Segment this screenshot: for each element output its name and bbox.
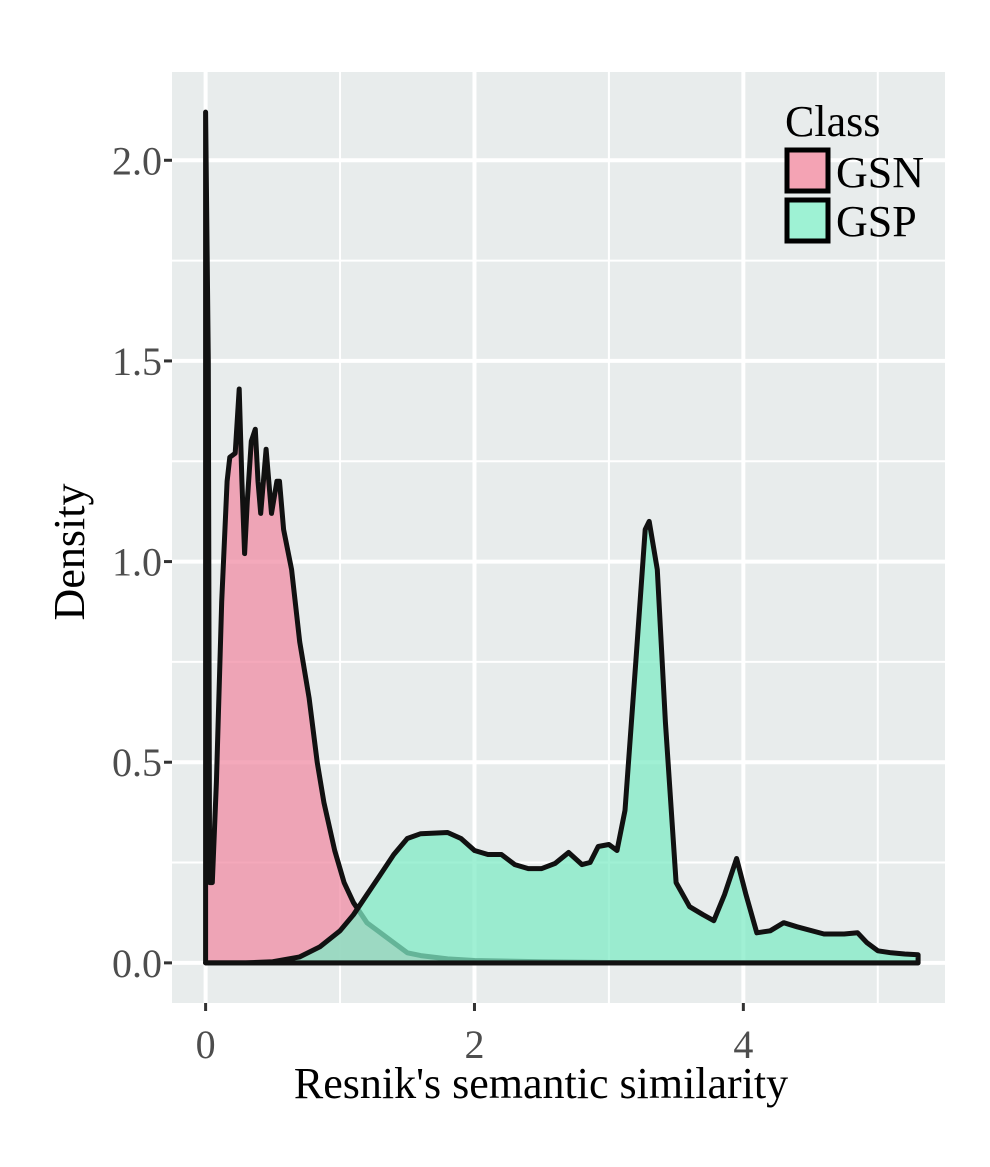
y-tick-label: 1.5: [112, 339, 162, 384]
axes: 0.0 0.5 1.0 1.5 2.0 0 2 4: [112, 138, 753, 1067]
legend-key-gsp: [784, 197, 831, 244]
x-tick-label: 4: [733, 1022, 753, 1067]
legend-title: Class: [785, 97, 880, 146]
y-axis-title: Density: [45, 484, 94, 621]
y-tick-label: 0.5: [112, 740, 162, 785]
density-area-gsp: [203, 518, 921, 966]
y-tick-label: 0.0: [112, 941, 162, 986]
legend-label-gsp: GSP: [836, 197, 917, 246]
y-tick-label: 1.0: [112, 540, 162, 585]
x-axis-title: Resnik's semantic similarity: [294, 1059, 788, 1108]
y-tick-label: 2.0: [112, 138, 162, 183]
density-areas: [203, 109, 921, 966]
legend-label-gsn: GSN: [836, 148, 924, 197]
x-tick-label: 2: [464, 1022, 484, 1067]
x-tick-label: 0: [196, 1022, 216, 1067]
legend: Class GSN GSP: [784, 97, 924, 246]
legend-key-gsn: [784, 147, 831, 194]
